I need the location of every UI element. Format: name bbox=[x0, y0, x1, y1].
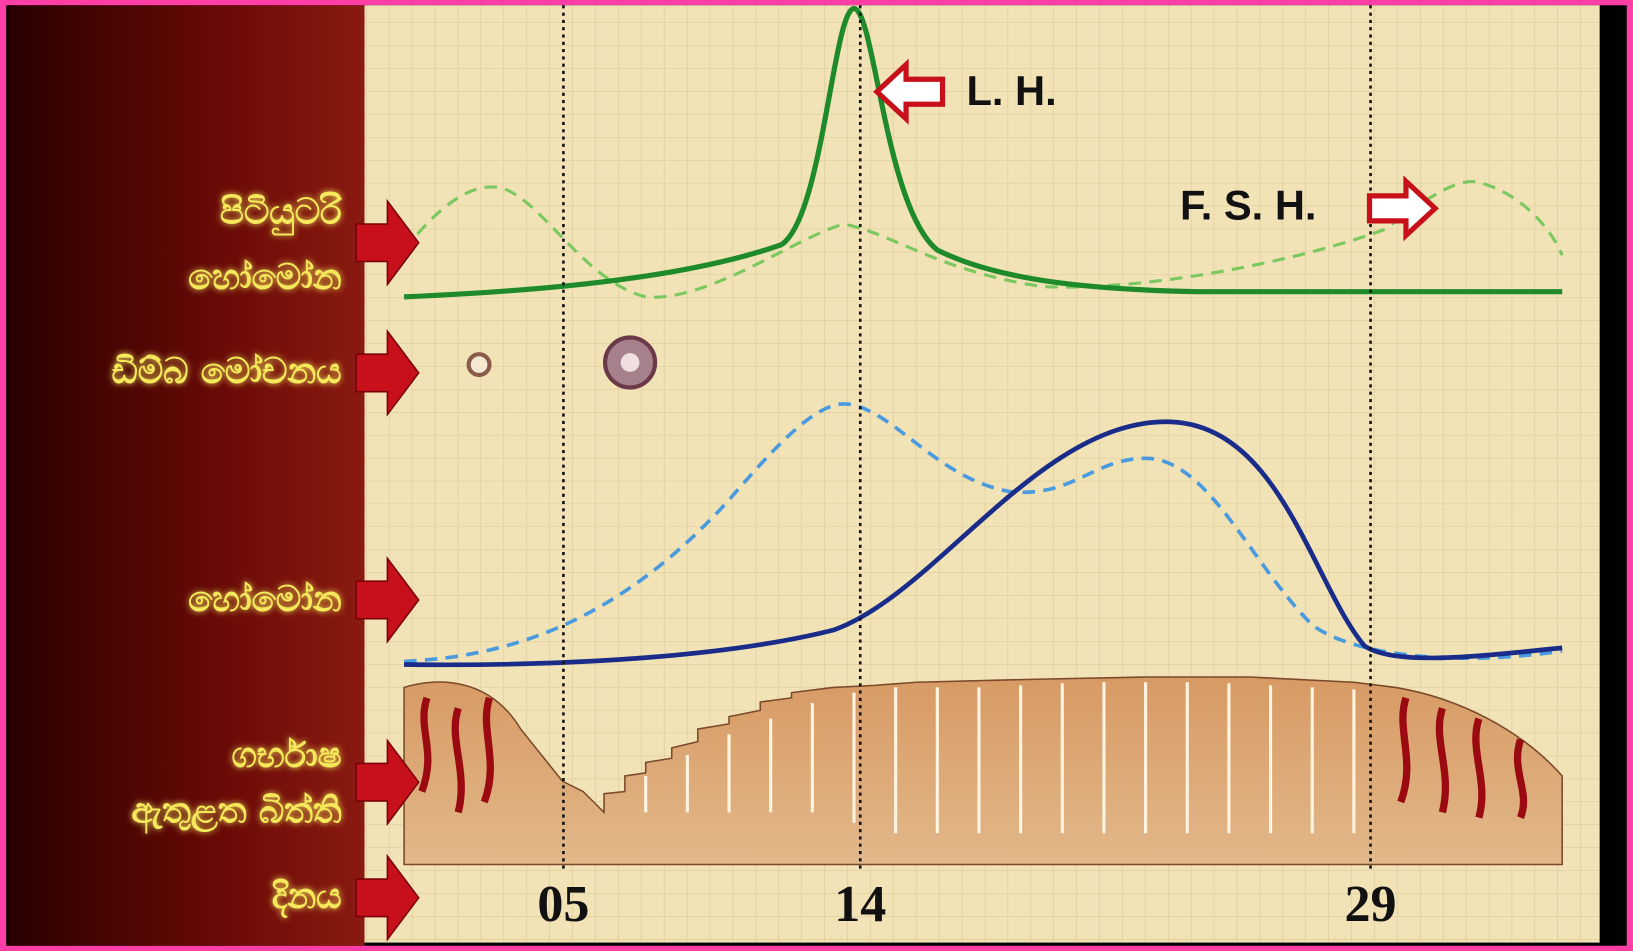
day-label: 29 bbox=[1345, 876, 1397, 933]
ovum-nucleus bbox=[621, 353, 640, 372]
page: L. H. F. S. H. පිටියුටරි හෝමෝන ඩිම්බ මෝච… bbox=[0, 0, 1633, 951]
fsh-label: F. S. H. bbox=[1180, 181, 1317, 228]
row-label: ඇතුළත බිත්ති bbox=[131, 790, 342, 833]
diagram: L. H. F. S. H. පිටියුටරි හෝමෝන ඩිම්බ මෝච… bbox=[0, 0, 1633, 951]
row-label: දිනය bbox=[272, 876, 342, 919]
lh-label: L. H. bbox=[966, 67, 1056, 114]
row-label: ඩිම්බ මෝචනය bbox=[111, 351, 341, 392]
row-label: පිටියුටරි bbox=[220, 192, 342, 236]
day-label: 05 bbox=[537, 876, 589, 933]
row-label: ගර්භාෂ bbox=[231, 735, 341, 776]
row-label: හෝමෝන bbox=[188, 579, 342, 620]
ovum-small bbox=[469, 354, 490, 375]
day-label: 14 bbox=[834, 876, 886, 933]
row-label: හෝමෝන bbox=[188, 257, 342, 298]
